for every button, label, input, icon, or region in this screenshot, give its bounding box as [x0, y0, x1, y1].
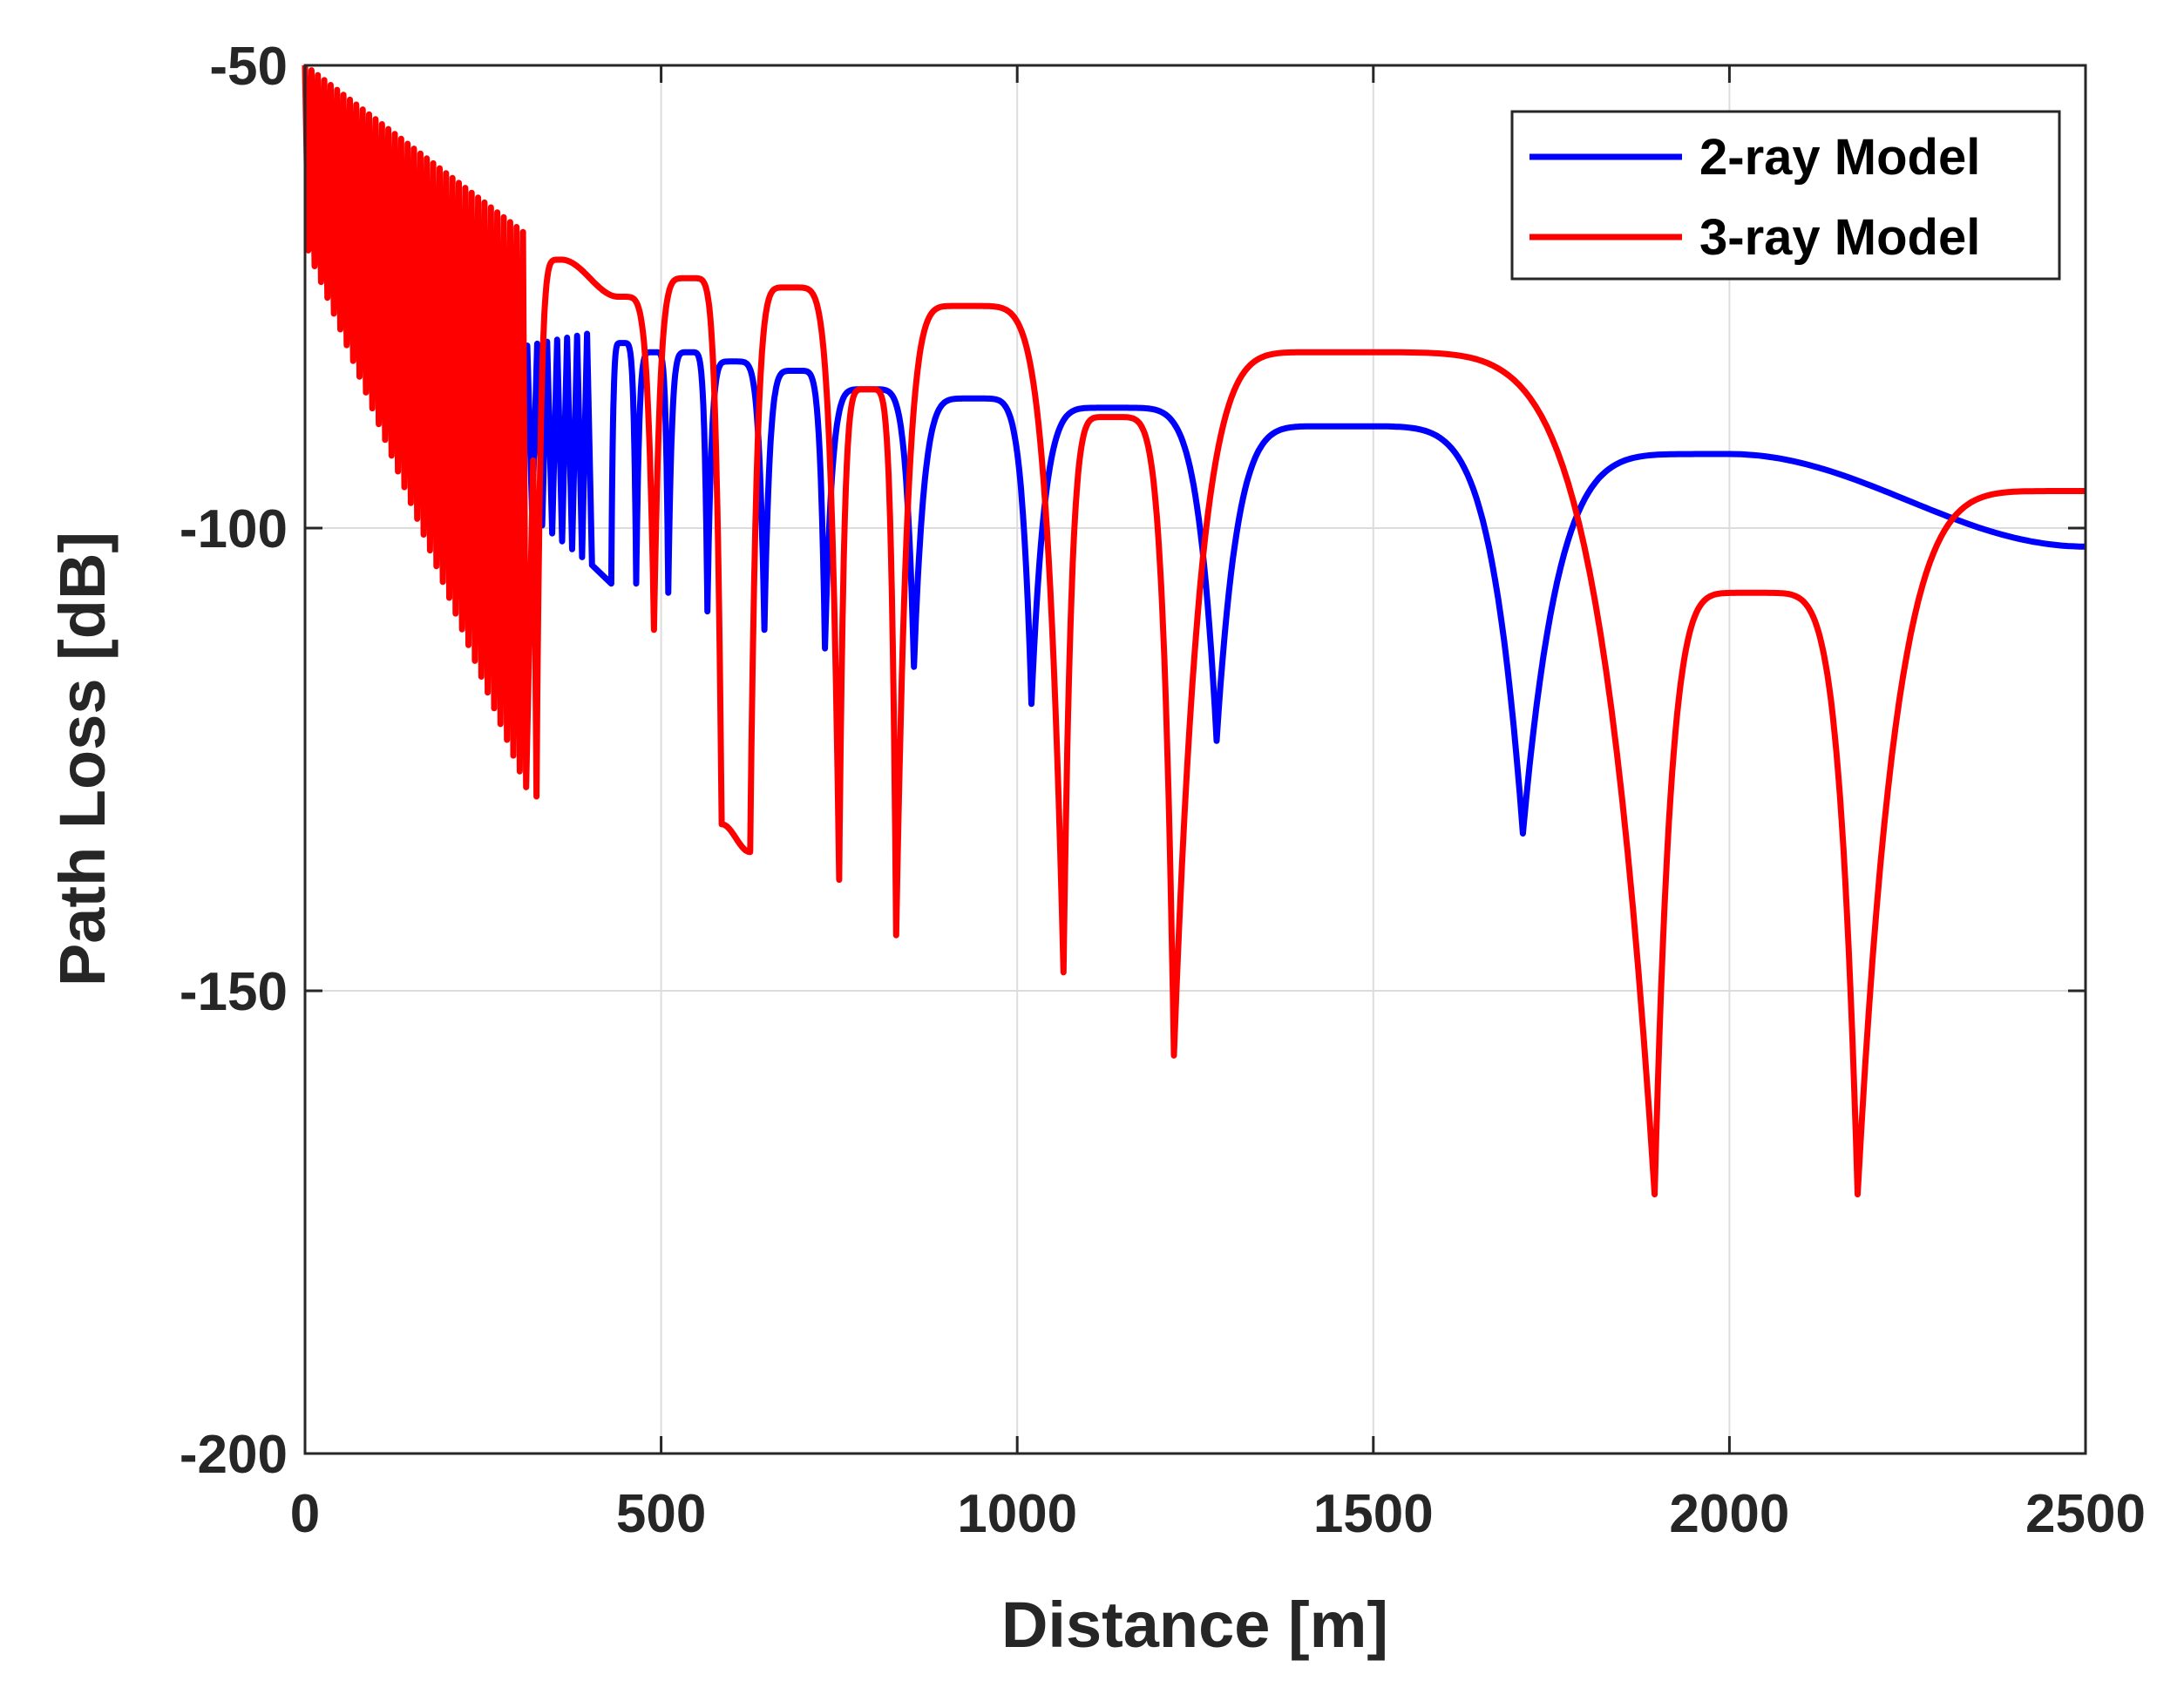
- x-axis-label: Distance [m]: [1001, 1589, 1388, 1661]
- legend: 2-ray Model 3-ray Model: [1510, 110, 2061, 281]
- legend-box: [1510, 110, 2061, 281]
- y-tick-label: -200: [180, 1425, 288, 1485]
- plot-area-background: [305, 65, 2086, 1454]
- plot-area-border: [303, 64, 2087, 1455]
- series-layer: [302, 64, 2086, 1198]
- x-tick-label: 2500: [2025, 1484, 2146, 1544]
- series-line-3-ray: [302, 64, 2086, 1198]
- y-tick-label: -150: [180, 962, 288, 1022]
- series-line-2-ray: [444, 330, 2086, 837]
- y-tick-label: -50: [209, 37, 288, 97]
- x-tick-label: 500: [616, 1484, 706, 1544]
- legend-label: 3-ray Model: [1699, 209, 1980, 266]
- x-tick-label: 1000: [957, 1484, 1077, 1544]
- ticks: 0 500 1000 1500 2000 2500 -200 -150 -100 -50: [180, 37, 2146, 1544]
- x-tick-label: 0: [290, 1484, 320, 1544]
- y-axis-label: Path Loss [dB]: [46, 532, 119, 986]
- legend-label: 2-ray Model: [1699, 129, 1980, 186]
- y-tick-label: -100: [180, 499, 288, 559]
- x-tick-label: 1500: [1313, 1484, 1434, 1544]
- x-tick-label: 2000: [1669, 1484, 1789, 1544]
